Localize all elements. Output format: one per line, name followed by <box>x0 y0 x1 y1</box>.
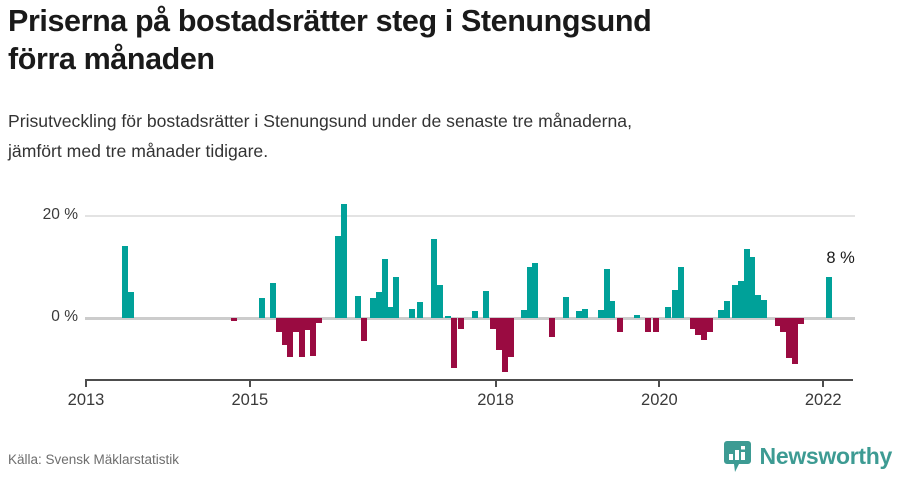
bar <box>490 318 497 329</box>
bar <box>597 310 604 319</box>
page-subtitle: Prisutveckling för bostadsrätter i Stenu… <box>8 111 632 161</box>
bar <box>334 236 341 319</box>
x-axis-tick-mark <box>658 379 661 387</box>
bar <box>293 318 300 332</box>
y-axis-tick-label: 0 % <box>51 308 78 326</box>
bar <box>445 316 452 319</box>
bar <box>316 318 322 324</box>
bar <box>548 318 555 337</box>
bar <box>737 281 744 319</box>
bar <box>416 302 423 319</box>
bar <box>780 318 787 332</box>
bar <box>664 307 671 319</box>
bar <box>609 300 616 319</box>
bar <box>774 318 781 326</box>
bar <box>304 318 311 331</box>
plot-area <box>85 195 855 380</box>
bar <box>706 318 713 332</box>
x-axis-tick-mark <box>85 379 87 387</box>
bar <box>457 318 464 329</box>
bar <box>732 285 739 319</box>
bar <box>520 310 527 319</box>
x-axis-tick-label: 2018 <box>477 391 514 409</box>
bar <box>672 289 679 319</box>
bar <box>270 283 277 319</box>
bar <box>526 266 533 319</box>
bar <box>507 318 514 358</box>
bar <box>791 318 798 364</box>
x-axis-tick-label: 2022 <box>804 391 842 409</box>
bar <box>437 285 444 319</box>
x-axis-tick-label: 2020 <box>641 391 678 409</box>
x-axis-tick-mark <box>248 379 251 387</box>
bar <box>361 318 368 341</box>
bar <box>128 291 135 319</box>
bar <box>258 297 265 319</box>
bar <box>723 300 730 319</box>
bar <box>430 238 437 319</box>
bar <box>603 269 610 319</box>
bar <box>786 318 793 359</box>
bar <box>381 258 388 319</box>
bar <box>340 204 347 319</box>
zero-line <box>85 317 855 321</box>
bar <box>645 318 652 332</box>
bar <box>471 311 478 319</box>
bar <box>281 318 288 346</box>
bar <box>760 299 767 319</box>
bar <box>633 315 640 319</box>
y-axis-labels: 20 % 0 % <box>0 195 78 380</box>
bar <box>451 318 458 368</box>
bar <box>496 318 503 351</box>
source-label: Källa: Svensk Mäklarstatistik <box>8 452 180 467</box>
bar <box>826 277 833 319</box>
newsworthy-bar-chart-bubble-icon <box>723 440 751 472</box>
bar <box>652 318 659 332</box>
bar <box>797 318 804 325</box>
bar-chart: 20 % 0 % 2013 2015 2018 2020 2022 8 % <box>0 195 900 409</box>
bar <box>743 249 750 319</box>
bar <box>387 307 394 319</box>
bar <box>393 277 399 319</box>
bar <box>695 318 702 335</box>
newsworthy-logo: Newsworthy <box>723 440 893 472</box>
bar <box>617 318 624 332</box>
x-axis-tick-mark <box>494 379 497 387</box>
bar <box>408 308 415 319</box>
bar <box>689 318 696 329</box>
bar <box>532 262 539 319</box>
bar <box>230 318 237 321</box>
bar <box>375 291 382 319</box>
bar <box>355 295 362 319</box>
bar <box>275 318 282 332</box>
x-axis-line <box>85 379 853 381</box>
bar <box>501 318 508 372</box>
page-title: Priserna på bostadsrätter steg i Stenung… <box>8 4 652 76</box>
x-axis-tick-label: 2015 <box>231 391 269 409</box>
bar <box>576 311 583 319</box>
gridline <box>85 214 855 217</box>
bar <box>718 310 725 319</box>
bar <box>370 297 377 319</box>
bar <box>310 318 317 357</box>
bar <box>749 256 756 319</box>
bar <box>755 294 762 319</box>
x-axis-tick-mark <box>822 379 825 387</box>
bar <box>298 318 305 358</box>
bar <box>563 296 570 319</box>
bar <box>678 266 685 319</box>
brand-name: Newsworthy <box>759 443 893 469</box>
x-axis-tick-label: 2013 <box>67 391 105 409</box>
bar <box>121 246 128 319</box>
y-axis-tick-label: 20 % <box>42 205 78 223</box>
bar <box>701 318 707 340</box>
last-value-annotation: 8 % <box>826 249 855 268</box>
bar <box>287 318 294 358</box>
bar <box>483 290 490 319</box>
bar <box>582 308 589 319</box>
